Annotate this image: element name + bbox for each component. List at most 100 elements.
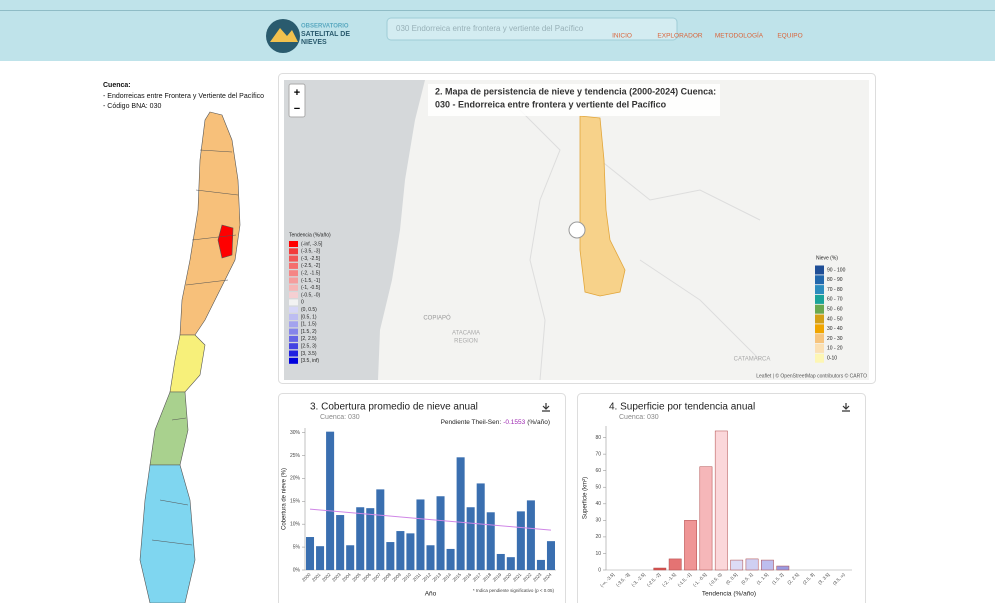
y-tick-label: 20% (290, 476, 301, 482)
bar (376, 489, 385, 570)
x-tick-label: 2007 (371, 572, 382, 583)
x-tick-label: 2015 (452, 572, 463, 583)
legend-label: 50 - 60 (827, 307, 843, 313)
x-tick-label: 2012 (421, 572, 432, 583)
x-tick-label: 2023 (532, 572, 543, 583)
annotation-unit: (%/año) (527, 419, 550, 426)
legend-label: (-inf, -3.5] (301, 241, 323, 247)
region-south[interactable] (149, 391, 189, 466)
legend-swatch (815, 324, 824, 334)
nav-link[interactable]: EQUIPO (777, 33, 802, 40)
x-tick-label: 2020 (502, 572, 513, 583)
zoom-in[interactable]: + (294, 87, 300, 99)
bar (730, 559, 744, 571)
zoom-control (288, 83, 306, 118)
legend-label: [2.5, 3) (301, 344, 317, 350)
bar (336, 515, 345, 570)
map-title-box (428, 84, 720, 116)
y-tick-label: 25% (290, 453, 301, 459)
legend-swatch (289, 248, 298, 255)
x-tick-label: 2014 (442, 572, 453, 583)
region-selected[interactable] (217, 224, 234, 259)
legend-label: [2, 2.5) (301, 336, 317, 342)
bar (714, 430, 728, 571)
map-slider[interactable] (568, 221, 586, 239)
bar (306, 537, 315, 570)
bar (426, 545, 435, 570)
legend-label: [1.5, 2) (301, 329, 317, 335)
logo-text[interactable]: NIEVES (301, 39, 327, 46)
x-tick-label: 2016 (462, 572, 473, 583)
legend-label: (-1, -0.5] (301, 285, 321, 291)
nav-link[interactable]: EXPLORADOR (657, 33, 702, 40)
legend-label: 60 - 70 (827, 297, 843, 303)
legend-swatch (815, 343, 824, 353)
legend-label: (-0.5, -0) (301, 292, 321, 298)
x-tick-label: 2021 (512, 572, 523, 583)
y-tick-label: 80 (595, 435, 601, 441)
chart-subtitle: Cuenca: 030 (320, 414, 360, 421)
bar (436, 496, 445, 570)
bar (536, 559, 545, 570)
y-tick-label: 70 (595, 451, 601, 457)
download-icon[interactable] (842, 403, 850, 412)
attribution[interactable]: Leaflet | © OpenStreetMap contributors ©… (756, 372, 867, 379)
x-tick-label: 2018 (482, 572, 493, 583)
x-tick-label: 2010 (401, 572, 412, 583)
bar (776, 565, 790, 571)
bar (761, 559, 774, 571)
legend-label: 70 - 80 (827, 287, 843, 293)
legend-label: [3.5, inf) (301, 358, 319, 364)
place-label: REGION (454, 339, 478, 345)
bar (406, 533, 415, 570)
y-tick-label: 10% (290, 522, 301, 528)
x-tick-label: 2001 (311, 572, 322, 583)
region-north[interactable] (179, 111, 241, 336)
y-tick-label: 0% (293, 567, 301, 573)
x-tick-label: 2006 (361, 572, 372, 583)
legend-label: 40 - 50 (827, 316, 843, 322)
logo-text[interactable]: SATELITAL DE (301, 31, 350, 38)
bar (416, 499, 425, 570)
search-box[interactable] (386, 17, 678, 41)
legend-swatch (289, 350, 298, 357)
place-label: CATAMARCA (734, 357, 771, 363)
y-axis-label: Cobertura de nieve (%) (282, 468, 288, 530)
region-austral[interactable] (139, 464, 196, 603)
bar (356, 507, 365, 570)
y-tick-label: 10 (595, 551, 601, 557)
bar (476, 483, 485, 570)
y-tick-label: 60 (595, 468, 601, 474)
map-title: 2. Mapa de persistencia de nieve y tende… (435, 86, 716, 96)
x-tick-label: 2008 (381, 572, 392, 583)
bar (745, 558, 759, 571)
bar (466, 507, 475, 570)
y-tick-label: 30 (595, 518, 601, 524)
legend-label: (-1.5, -1] (301, 278, 321, 284)
bar (366, 508, 375, 570)
sidebar-heading: Cuenca: (103, 82, 131, 89)
legend-swatch (289, 306, 298, 313)
legend-label: 20 - 30 (827, 336, 843, 342)
annotation-label: Pendiente Theil-Sen: (441, 419, 502, 426)
legend-label: [1, 1.5) (301, 322, 317, 328)
bar (496, 553, 505, 570)
bar (699, 466, 713, 571)
download-icon[interactable] (542, 403, 550, 412)
legend-label: (0, 0.5) (301, 307, 317, 313)
x-tick-label: 2002 (321, 572, 332, 583)
logo-mountain (270, 28, 298, 42)
legend-swatch (289, 255, 298, 262)
x-tick-label: 2003 (331, 572, 342, 583)
zoom-out[interactable]: − (294, 103, 300, 115)
header-line (0, 10, 995, 11)
logo-text[interactable]: OBSERVATORIO (301, 24, 349, 30)
region-center[interactable] (169, 334, 206, 393)
bar (486, 512, 495, 570)
place-label: COPIAPÓ (423, 315, 451, 322)
legend-swatch (289, 299, 298, 306)
nav-link[interactable]: INICIO (612, 33, 632, 40)
annotation-value: -0.1553 (503, 419, 525, 426)
nav-link[interactable]: METODOLOGÍA (715, 31, 764, 40)
bar (526, 500, 535, 570)
